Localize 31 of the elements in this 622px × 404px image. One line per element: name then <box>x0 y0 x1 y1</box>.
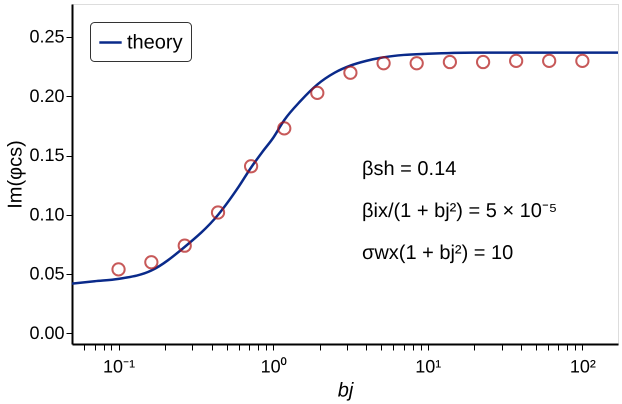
annotation: βix/(1 + bj²) = 5 × 10⁻⁵ <box>362 200 558 222</box>
point <box>277 121 292 136</box>
y-tick-label: 0.10 <box>29 204 64 224</box>
x-tick-label: 10⁰ <box>260 356 287 376</box>
x-axis-title: bj <box>338 380 354 402</box>
point <box>542 54 556 68</box>
y-tick-label: 0.25 <box>29 26 64 47</box>
point <box>476 54 490 70</box>
point <box>509 54 524 68</box>
point <box>178 238 192 253</box>
point <box>410 56 424 70</box>
y-tick-label: 0.15 <box>29 145 64 166</box>
point <box>343 66 358 80</box>
point <box>244 159 258 174</box>
point <box>111 262 126 276</box>
point <box>376 56 391 70</box>
x-tick-label: 10⁻¹ <box>103 356 136 376</box>
point <box>442 54 457 70</box>
point <box>310 86 324 100</box>
point <box>210 205 226 220</box>
legend-label: theory <box>127 32 183 54</box>
point <box>144 255 158 270</box>
point <box>575 54 590 68</box>
y-tick-label: 0.05 <box>29 264 64 284</box>
annotation: βsh = 0.14 <box>362 158 456 180</box>
x-tick-label: 10² <box>570 356 596 376</box>
y-axis-title: Im(φcs) <box>4 140 26 209</box>
y-tick-label: 0.20 <box>29 86 64 106</box>
y-tick-label: 0.00 <box>29 322 64 343</box>
annotation: σwx(1 + bj²) = 10 <box>362 242 514 264</box>
x-tick-label: 10¹ <box>415 356 442 376</box>
